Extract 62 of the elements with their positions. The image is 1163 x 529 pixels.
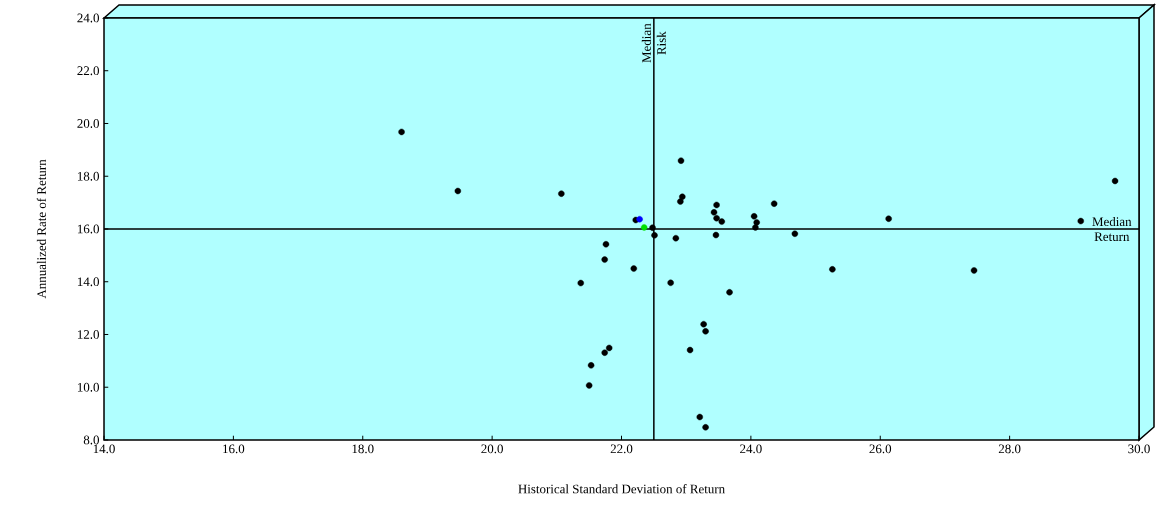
point	[885, 215, 892, 222]
point	[651, 232, 658, 239]
point	[667, 279, 674, 286]
point	[750, 213, 758, 220]
point	[677, 157, 685, 164]
x-tick-label: 30.0	[1128, 444, 1150, 454]
y-tick-label: 16.0	[77, 224, 99, 234]
point	[713, 214, 720, 222]
point	[558, 190, 565, 197]
x-tick-label: 16.0	[223, 444, 245, 454]
y-tick-label: 12.0	[77, 330, 99, 339]
point	[702, 424, 709, 431]
x-tick-label: 20.0	[481, 444, 503, 454]
point	[713, 201, 720, 209]
point	[677, 198, 684, 205]
point	[726, 289, 733, 296]
point	[712, 231, 720, 239]
x-axis-title: Historical Standard Deviation of Return	[518, 484, 725, 494]
point	[770, 200, 778, 207]
point	[606, 344, 613, 352]
y-tick-label: 10.0	[77, 382, 99, 392]
x-tick-label: 22.0	[610, 444, 633, 454]
point	[398, 128, 405, 136]
y-tick-label: 14.0	[77, 277, 99, 287]
point	[630, 265, 637, 272]
y-tick-label: 20.0	[77, 119, 99, 128]
y-tick-label: 8.0	[83, 435, 99, 445]
point	[1077, 217, 1084, 225]
point	[587, 362, 595, 369]
point	[700, 321, 707, 328]
ref-line-label: Median Return	[1092, 216, 1132, 242]
point	[1111, 177, 1119, 185]
x-tick-label: 24.0	[740, 444, 762, 454]
point	[602, 241, 610, 248]
point	[585, 382, 593, 389]
x-tick-label: 18.0	[352, 444, 374, 454]
x-tick-label: 14.0	[93, 444, 115, 454]
point	[577, 279, 584, 287]
y-axis-title: Annualized Rate of Return	[36, 159, 46, 299]
point	[718, 218, 725, 225]
point	[601, 349, 608, 356]
ref-line-label: Median Risk	[641, 23, 666, 63]
point	[636, 216, 643, 223]
point	[829, 266, 836, 273]
point	[454, 187, 462, 195]
point	[649, 224, 656, 231]
point	[753, 219, 760, 226]
point	[791, 230, 799, 237]
point	[970, 267, 978, 274]
point	[752, 224, 759, 231]
point	[696, 413, 703, 421]
y-tick-label: 22.0	[77, 66, 99, 76]
point	[702, 328, 709, 335]
point	[710, 209, 718, 216]
point	[686, 346, 694, 354]
x-tick-label: 26.0	[869, 444, 892, 454]
x-tick-label: 28.0	[998, 444, 1021, 454]
y-tick-label: 18.0	[77, 171, 99, 181]
point	[640, 224, 648, 231]
point	[672, 235, 680, 242]
y-tick-label: 24.0	[77, 13, 99, 23]
point	[601, 256, 608, 263]
